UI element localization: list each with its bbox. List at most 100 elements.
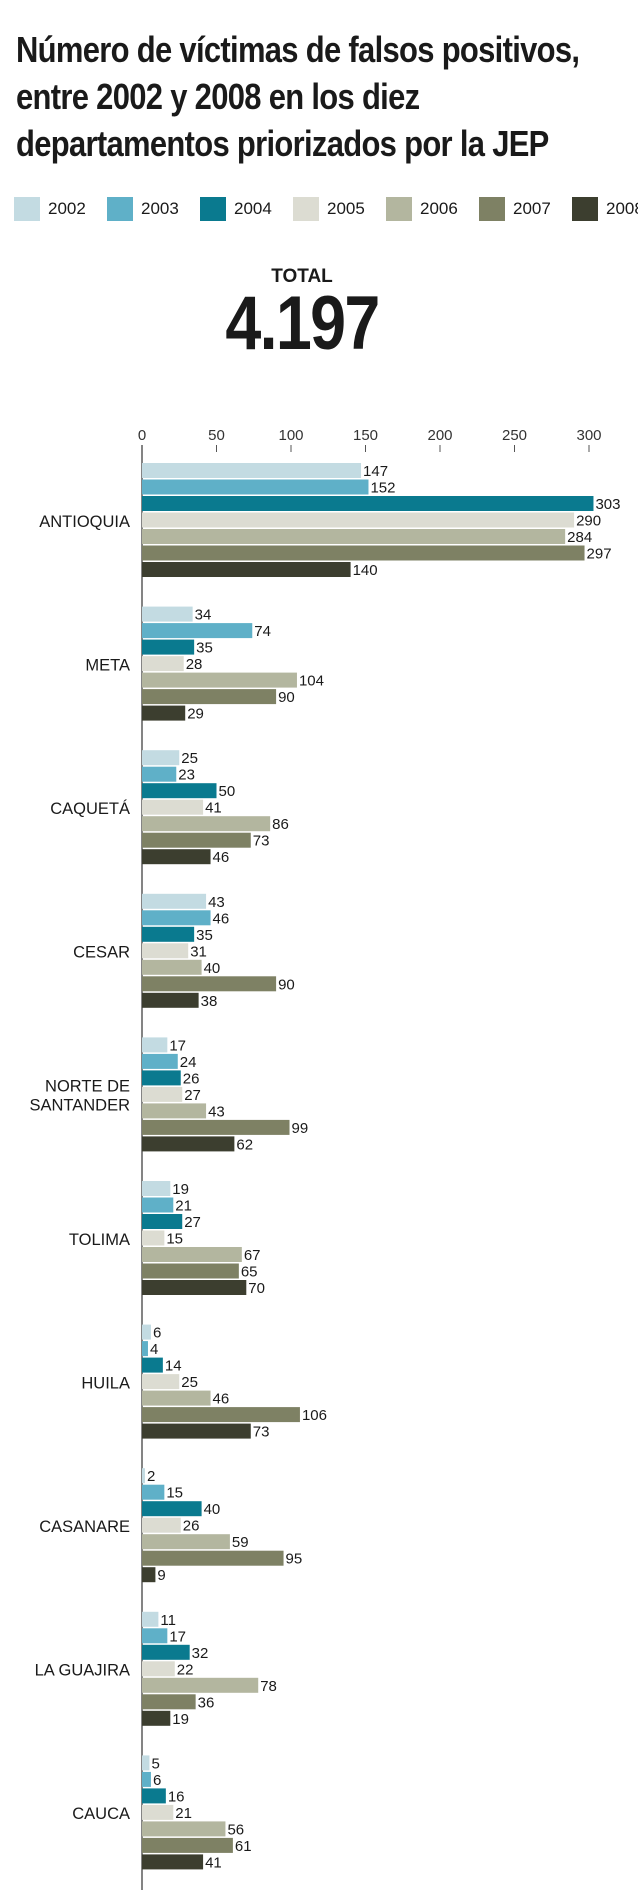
bar (142, 1837, 233, 1853)
bar-value-label: 4 (150, 1341, 158, 1358)
bar (142, 832, 251, 848)
category-label: CAUCA (72, 1805, 130, 1823)
legend-item-2008: 2008 (572, 196, 638, 222)
title-line-3: departamentos priorizados por la JEP (16, 123, 549, 164)
bar (142, 1214, 183, 1229)
bar-value-label: 67 (244, 1247, 261, 1264)
bar-value-label: 62 (236, 1136, 253, 1153)
bar (142, 689, 277, 705)
bar (142, 479, 369, 495)
bar (142, 976, 277, 992)
bar-value-label: 29 (187, 706, 204, 723)
bar (142, 1136, 235, 1152)
x-tick-label: 150 (353, 427, 378, 444)
bar-value-label: 303 (595, 496, 620, 513)
category-label-line: NORTE DE (45, 1078, 130, 1096)
bar-value-label: 61 (235, 1838, 252, 1855)
bar-value-label: 78 (260, 1678, 277, 1695)
bar-value-label: 43 (208, 1103, 225, 1120)
legend-swatch-2007 (479, 197, 505, 221)
bar (142, 1804, 174, 1820)
bar (142, 1324, 151, 1340)
bar (142, 496, 594, 511)
bar-value-label: 284 (567, 529, 592, 546)
x-tick-label: 300 (576, 427, 601, 444)
bar (142, 1710, 171, 1726)
bar (142, 1263, 239, 1279)
bar-value-label: 43 (208, 894, 225, 911)
category-label: CASANARE (39, 1518, 130, 1536)
bar-value-label: 26 (183, 1518, 200, 1535)
bar-value-label: 17 (169, 1628, 186, 1645)
legend-swatch-2002 (14, 197, 40, 221)
legend-label-2006: 2006 (420, 199, 458, 218)
bar (142, 750, 180, 766)
bar-value-label: 5 (151, 1755, 159, 1772)
legend-label-2008: 2008 (606, 199, 638, 218)
legend-label-2002: 2002 (48, 199, 86, 218)
category-label-line: CESAR (73, 944, 130, 962)
bar-value-label: 46 (213, 910, 230, 927)
bar (142, 1854, 204, 1870)
bar (142, 1341, 148, 1357)
bar-value-label: 35 (196, 927, 213, 944)
bar (142, 1280, 247, 1295)
bar-value-label: 24 (180, 1054, 197, 1071)
bar (142, 1677, 259, 1693)
bar-chart: 0 50 100 150 200 250 300147152303290284297140A… (29, 427, 621, 1890)
bar (142, 1423, 251, 1439)
category-label-line: META (85, 656, 130, 674)
legend-label-2005: 2005 (327, 199, 365, 218)
bar (142, 1534, 230, 1550)
category-label-line: LA GUAJIRA (35, 1662, 130, 1680)
bar (142, 639, 195, 655)
bar (142, 893, 207, 909)
bar-value-label: 297 (587, 546, 612, 563)
bar (142, 705, 186, 721)
bar (142, 1070, 181, 1086)
bar (142, 1053, 178, 1069)
bar-value-label: 104 (299, 673, 324, 690)
bar (142, 1611, 159, 1627)
bar (142, 849, 211, 865)
title-line-2: entre 2002 y 2008 en los diez (16, 76, 420, 117)
bar (142, 959, 202, 975)
bar-value-label: 90 (278, 976, 295, 993)
category-label: CESAR (73, 944, 130, 962)
category-label-line: CASANARE (39, 1518, 130, 1536)
legend-swatch-2006 (386, 197, 412, 221)
bar-value-label: 15 (166, 1485, 183, 1502)
bar-value-label: 27 (184, 1214, 201, 1231)
bar-value-label: 16 (168, 1788, 185, 1805)
legend-item-2004: 2004 (200, 196, 272, 222)
category-label: ANTIOQUIA (39, 513, 130, 531)
bar (142, 512, 575, 528)
x-tick-label: 200 (427, 427, 452, 444)
bar-value-label: 59 (232, 1534, 249, 1551)
bar-value-label: 41 (205, 800, 222, 817)
bar-value-label: 19 (172, 1711, 189, 1728)
category-label-line: CAUCA (72, 1805, 130, 1823)
bar-value-label: 25 (181, 1374, 198, 1391)
bar-value-label: 152 (370, 480, 395, 497)
bar-value-label: 9 (157, 1567, 165, 1584)
bar (142, 799, 204, 815)
bar (142, 1484, 165, 1500)
bar (142, 910, 211, 926)
bar (142, 562, 351, 577)
bar-value-label: 50 (219, 783, 236, 800)
bar (142, 1390, 211, 1406)
category-label: META (85, 656, 130, 674)
legend-swatch-2008 (572, 197, 598, 221)
bar (142, 463, 362, 478)
category-label: LA GUAJIRA (35, 1662, 130, 1680)
bar-value-label: 38 (201, 993, 218, 1010)
category-label-line: CAQUETÁ (50, 799, 130, 818)
bar (142, 1119, 290, 1135)
bar-value-label: 32 (192, 1645, 209, 1662)
chart-title: Número de víctimas de falsos positivos, … (16, 26, 580, 167)
bar-value-label: 14 (165, 1358, 182, 1375)
legend-label-2003: 2003 (141, 199, 179, 218)
bar (142, 1694, 196, 1710)
bar (142, 1103, 207, 1119)
